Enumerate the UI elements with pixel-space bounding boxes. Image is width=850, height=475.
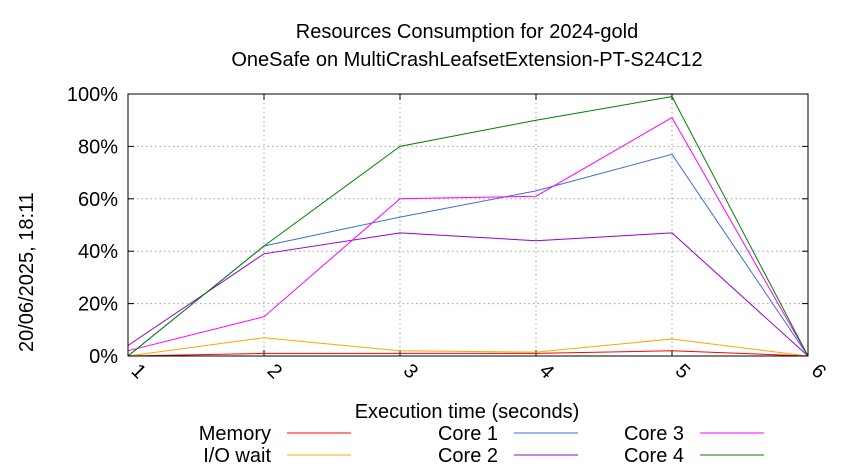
grid-lines	[128, 94, 808, 356]
legend-label: Core 4	[624, 445, 684, 467]
legend-label: Memory	[199, 423, 271, 445]
series-line-memory	[127, 350, 809, 357]
x-tick-label: 5	[671, 360, 694, 383]
x-tick-label: 3	[399, 360, 422, 383]
y-tick-label: 80%	[78, 136, 118, 158]
x-tick-label: 4	[535, 360, 558, 383]
legend-label: Core 2	[438, 445, 498, 467]
chart-title: Resources Consumption for 2024-gold	[296, 21, 638, 43]
timestamp-label: 20/06/2025, 18:11	[16, 192, 38, 352]
legend-label: Core 1	[438, 423, 498, 445]
y-tick-label: 60%	[78, 189, 118, 211]
series-line-core-2	[127, 232, 809, 357]
y-tick-label: 20%	[78, 294, 118, 316]
x-tick-label: 1	[127, 360, 150, 383]
y-axis-ticks: 0% 20% 40% 60% 80% 100%	[67, 84, 808, 368]
x-tick-label: 6	[807, 360, 830, 383]
series-line-core-4	[127, 96, 809, 357]
x-axis-label: Execution time (seconds)	[355, 401, 580, 423]
chart-subtitle: OneSafe on MultiCrashLeafsetExtension-PT…	[231, 49, 702, 71]
y-tick-label: 0%	[89, 346, 118, 368]
y-tick-label: 100%	[67, 84, 118, 106]
legend-label: I/O wait	[203, 445, 271, 467]
x-tick-label: 2	[263, 360, 286, 383]
plot-frame	[127, 93, 809, 357]
series-lines	[127, 96, 809, 357]
series-line-core-3	[127, 116, 809, 357]
y-tick-label: 40%	[78, 241, 118, 263]
x-axis-ticks: 1 2 3 4 5 6	[127, 94, 830, 383]
series-line-i-o-wait	[127, 337, 809, 357]
legend-label: Core 3	[624, 423, 684, 445]
series-line-core-1	[127, 153, 809, 357]
